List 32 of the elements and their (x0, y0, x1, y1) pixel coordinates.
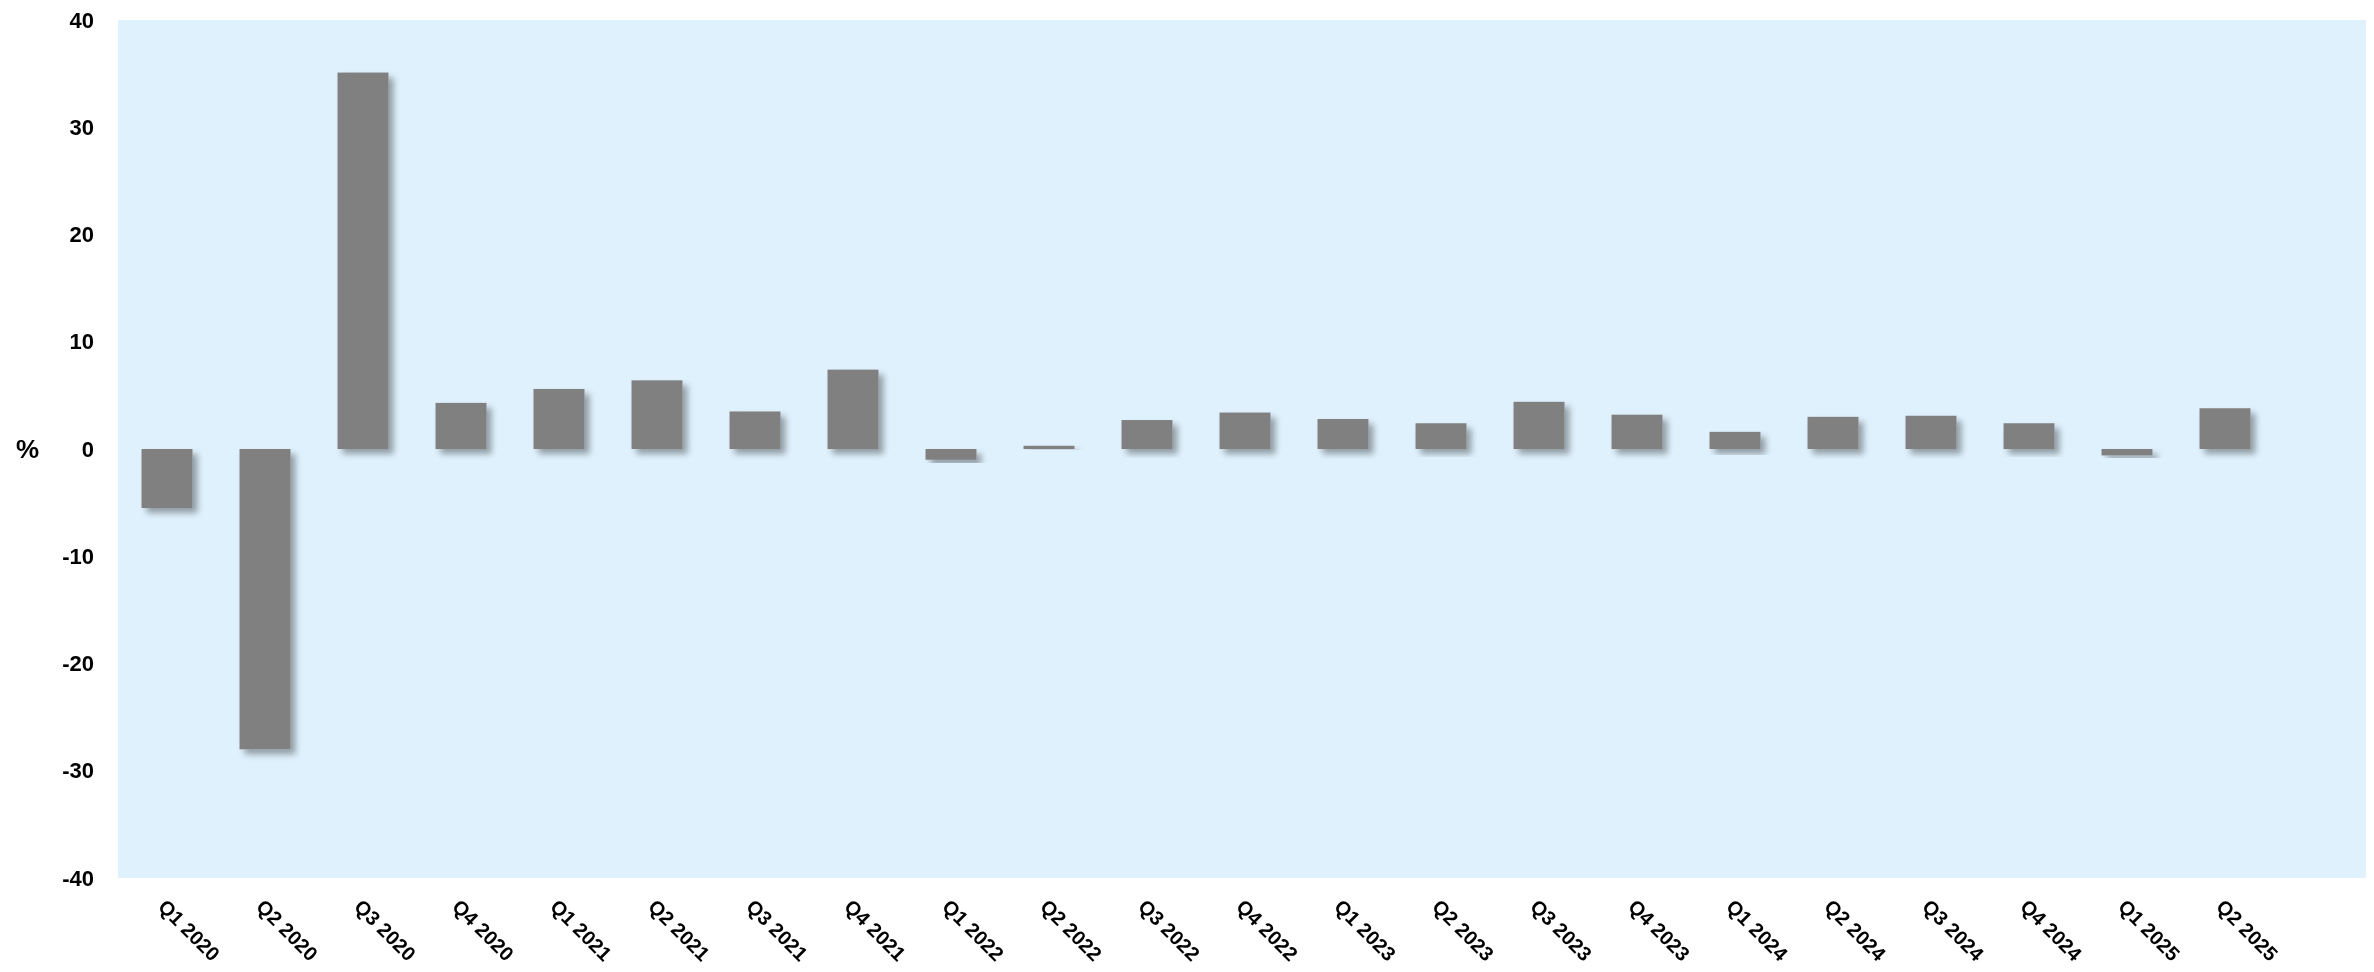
bar (925, 449, 977, 460)
y-tick-label: 40 (69, 7, 94, 33)
bar (827, 369, 879, 449)
bar (2003, 423, 2055, 449)
y-tick-label: 0 (81, 436, 94, 462)
y-tick-label: -40 (62, 865, 94, 891)
bar (1023, 445, 1075, 449)
bar (533, 388, 585, 449)
y-tick-label: -10 (62, 543, 94, 569)
bar (141, 449, 193, 508)
bar (1905, 415, 1957, 449)
bar (1219, 412, 1271, 449)
bar (631, 380, 683, 449)
y-tick-label: 20 (69, 222, 94, 247)
bar (1121, 420, 1173, 449)
y-axis-title: % (16, 434, 40, 464)
bar (239, 449, 291, 750)
y-tick-label: -20 (62, 651, 94, 676)
bar (729, 411, 781, 449)
bar (1709, 431, 1761, 449)
bar (2101, 449, 2153, 456)
bar (1513, 401, 1565, 449)
bar (435, 402, 487, 449)
bar (1415, 423, 1467, 449)
bar (2199, 408, 2251, 449)
bar (1611, 414, 1663, 449)
bar (1317, 418, 1369, 449)
bar (337, 72, 389, 449)
bar (1807, 416, 1859, 449)
y-tick-label: -30 (62, 758, 94, 784)
y-tick-label: 10 (69, 329, 94, 355)
y-tick-label: 30 (69, 114, 94, 140)
